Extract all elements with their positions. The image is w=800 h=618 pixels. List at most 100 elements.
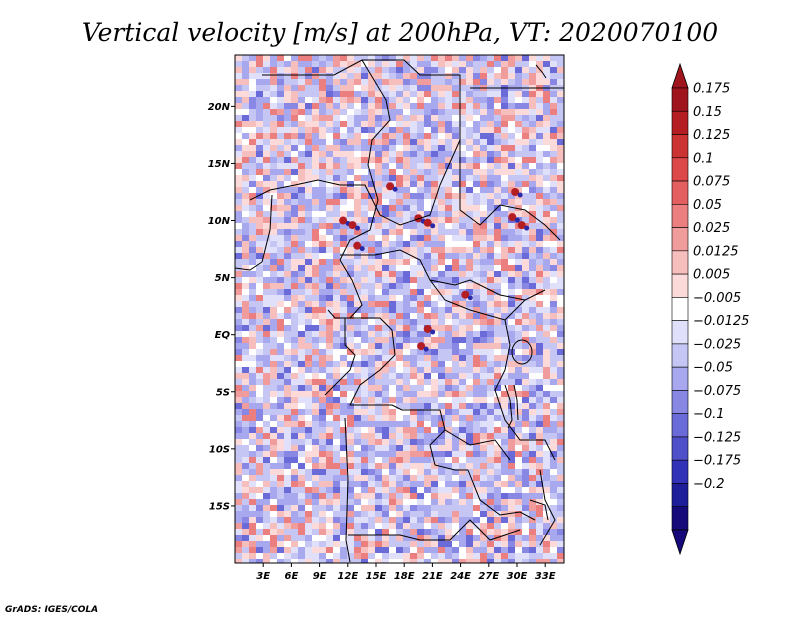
field-cell [354,61,361,67]
field-cell [536,253,543,259]
field-cell [256,73,263,79]
field-cell [354,409,361,415]
field-cell [270,205,277,211]
field-cell [480,229,487,235]
field-cell [340,169,347,175]
field-cell [403,271,410,277]
field-cell [284,463,291,469]
field-cell [277,307,284,313]
field-cell [249,235,256,241]
field-cell [382,433,389,439]
field-cell [557,265,564,271]
field-cell [417,193,424,199]
field-cell [543,433,550,439]
field-cell [235,499,242,505]
field-cell [361,517,368,523]
field-cell [501,433,508,439]
field-cell [396,553,403,559]
colorbar-label: 0.005 [693,268,730,283]
field-cell [382,271,389,277]
field-cell [543,229,550,235]
field-cell [543,187,550,193]
field-cell [501,193,508,199]
field-cell [354,55,361,61]
field-cell [382,145,389,151]
field-cell [466,367,473,373]
field-cell [403,331,410,337]
field-cell [487,295,494,301]
field-cell [550,457,557,463]
field-cell [354,103,361,109]
field-cell [242,79,249,85]
field-cell [529,451,536,457]
field-cell [277,463,284,469]
field-cell [536,361,543,367]
field-cell [431,361,438,367]
field-cell [375,385,382,391]
field-cell [473,247,480,253]
field-cell [235,73,242,79]
field-cell [403,475,410,481]
field-cell [550,421,557,427]
field-cell [508,397,515,403]
field-cell [333,187,340,193]
field-cell [452,397,459,403]
field-cell [291,463,298,469]
field-cell [501,559,508,563]
field-cell [235,415,242,421]
field-cell [487,199,494,205]
field-cell [375,133,382,139]
field-cell [487,259,494,265]
field-cell [263,277,270,283]
field-cell [361,439,368,445]
field-cell [424,229,431,235]
field-cell [375,511,382,517]
field-cell [256,229,263,235]
field-cell [543,253,550,259]
field-cell [382,397,389,403]
field-cell [515,541,522,547]
field-cell [389,319,396,325]
field-cell [326,457,333,463]
field-cell [396,523,403,529]
field-cell [256,253,263,259]
field-cell [354,115,361,121]
field-cell [326,535,333,541]
field-cell [480,73,487,79]
field-cell [494,307,501,313]
field-cell [368,307,375,313]
field-cell [522,163,529,169]
field-cell [487,493,494,499]
field-cell [445,355,452,361]
field-cell [333,331,340,337]
field-cell [242,559,249,563]
field-cell [438,277,445,283]
field-cell [452,559,459,563]
field-cell [403,259,410,265]
field-cell [466,103,473,109]
field-cell [256,313,263,319]
field-cell [536,235,543,241]
field-cell [305,349,312,355]
field-cell [312,91,319,97]
field-cell [354,79,361,85]
field-cell [431,445,438,451]
field-cell [382,121,389,127]
field-cell [438,445,445,451]
field-cell [410,415,417,421]
field-cell [298,481,305,487]
field-cell [501,553,508,559]
field-cell [326,517,333,523]
field-cell [480,169,487,175]
field-cell [550,193,557,199]
field-cell [515,559,522,563]
field-cell [389,235,396,241]
field-cell [515,319,522,325]
field-cell [263,223,270,229]
field-cell [277,223,284,229]
field-cell [438,295,445,301]
field-cell [445,103,452,109]
field-cell [452,523,459,529]
field-cell [368,151,375,157]
field-cell [235,103,242,109]
